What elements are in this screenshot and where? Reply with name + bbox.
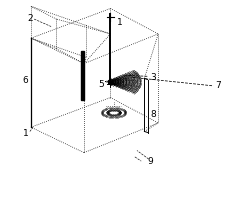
Text: 1: 1	[117, 18, 123, 27]
Text: 3: 3	[150, 73, 156, 82]
Polygon shape	[81, 51, 84, 100]
Text: 6: 6	[23, 76, 29, 85]
Text: 5: 5	[98, 80, 104, 89]
Text: 1: 1	[23, 129, 29, 138]
Text: 7: 7	[216, 81, 222, 90]
Text: 2: 2	[27, 14, 33, 22]
Text: 9: 9	[148, 157, 154, 166]
Text: 8: 8	[150, 110, 156, 119]
